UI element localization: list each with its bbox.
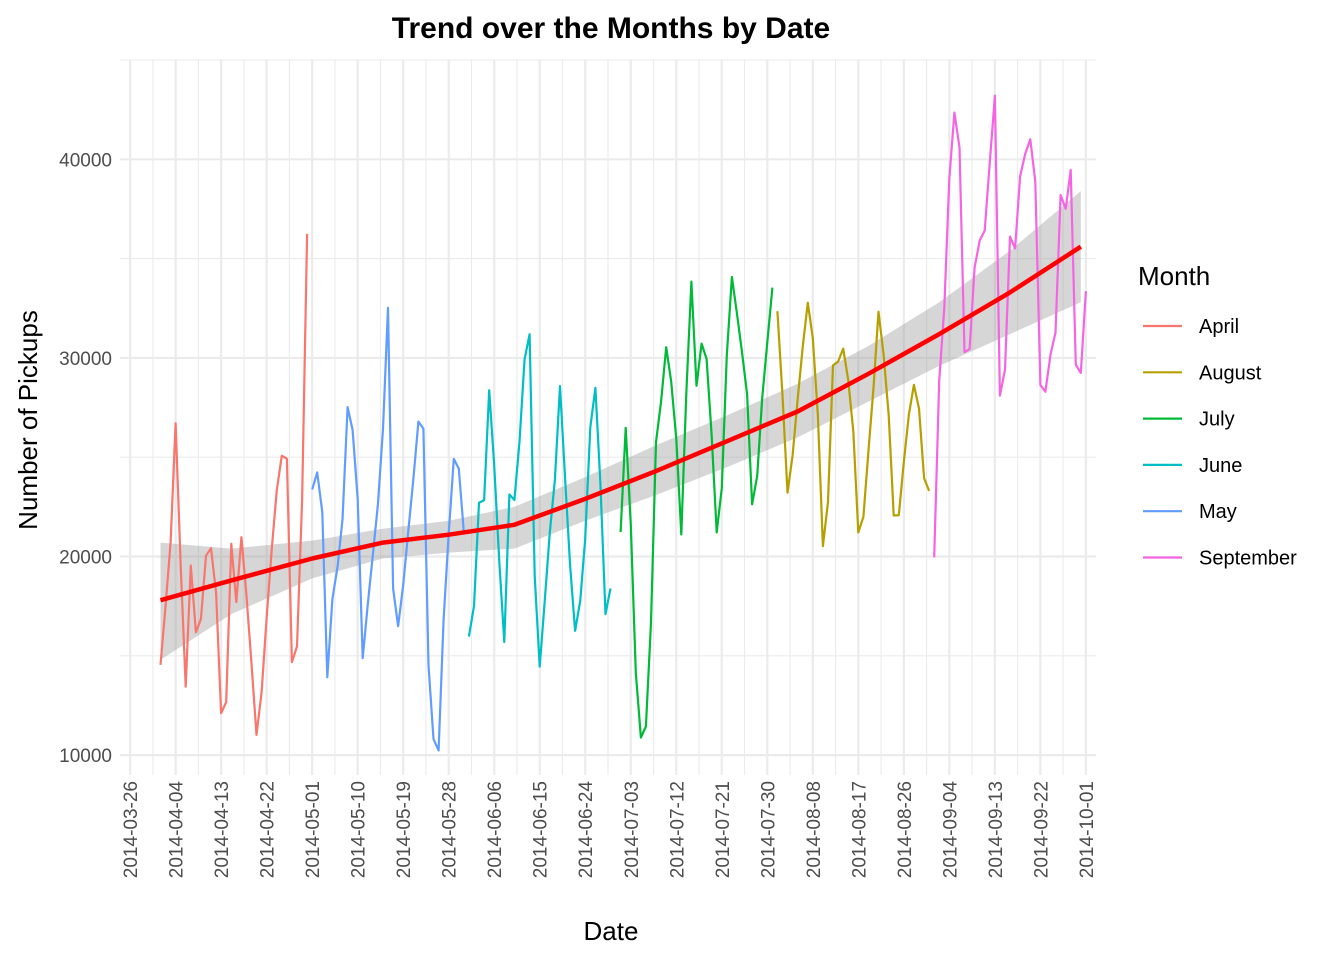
series-line-may (311, 306, 465, 752)
x-tick-label: 2014-04-22 (258, 781, 279, 878)
x-tick-label: 2014-06-15 (531, 781, 552, 878)
x-tick-label: 2014-07-12 (667, 781, 688, 878)
legend-label-april: April (1199, 316, 1239, 338)
legend-label-september: September (1199, 548, 1297, 570)
x-axis-ticks: 2014-03-26 2014-04-04 2014-04-13 2014-04-22… (121, 781, 1098, 879)
x-tick-label: 2014-09-04 (940, 781, 961, 879)
x-tick-label: 2014-04-13 (212, 781, 233, 878)
x-tick-label: 2014-03-26 (121, 781, 142, 878)
legend-label-june: June (1199, 455, 1242, 477)
series-line-april (159, 233, 309, 736)
x-tick-label: 2014-07-30 (758, 781, 779, 878)
x-tick-label: 2014-08-26 (895, 781, 916, 878)
legend-label-may: May (1199, 501, 1237, 523)
x-tick-label: 2014-08-17 (849, 781, 870, 878)
x-tick-label: 2014-09-22 (1031, 781, 1052, 878)
series-line-august (776, 301, 931, 548)
y-tick-label: 10000 (59, 746, 112, 767)
gridlines (120, 59, 1096, 775)
x-tick-label: 2014-06-06 (485, 781, 506, 878)
x-tick-label: 2014-07-03 (622, 781, 643, 878)
y-tick-label: 40000 (59, 150, 112, 171)
series-line-july (619, 275, 774, 739)
x-tick-label: 2014-04-04 (167, 781, 188, 879)
x-tick-label: 2014-05-28 (440, 781, 461, 878)
x-tick-label: 2014-05-19 (394, 781, 415, 878)
series-line-september (933, 94, 1087, 558)
x-tick-label: 2014-05-01 (303, 781, 324, 878)
x-tick-label: 2014-06-24 (576, 781, 597, 879)
legend: Month April August July June May September (1138, 261, 1297, 570)
x-tick-label: 2014-10-01 (1077, 781, 1098, 878)
y-axis-title: Number of Pickups (13, 310, 43, 530)
x-axis-title: Date (584, 916, 639, 946)
legend-label-july: July (1199, 409, 1235, 431)
x-tick-label: 2014-09-13 (986, 781, 1007, 878)
series-lines (159, 94, 1087, 752)
series-line-june (467, 333, 612, 668)
legend-label-august: August (1199, 362, 1262, 384)
chart-title: Trend over the Months by Date (392, 12, 830, 45)
x-tick-label: 2014-07-21 (713, 781, 734, 878)
x-tick-label: 2014-05-10 (349, 781, 370, 878)
y-tick-label: 20000 (59, 548, 112, 569)
legend-title: Month (1138, 261, 1210, 291)
y-axis-ticks: 10000 20000 30000 40000 (59, 150, 112, 767)
x-tick-label: 2014-08-08 (804, 781, 825, 878)
y-tick-label: 30000 (59, 349, 112, 370)
trend-line (159, 244, 1083, 603)
